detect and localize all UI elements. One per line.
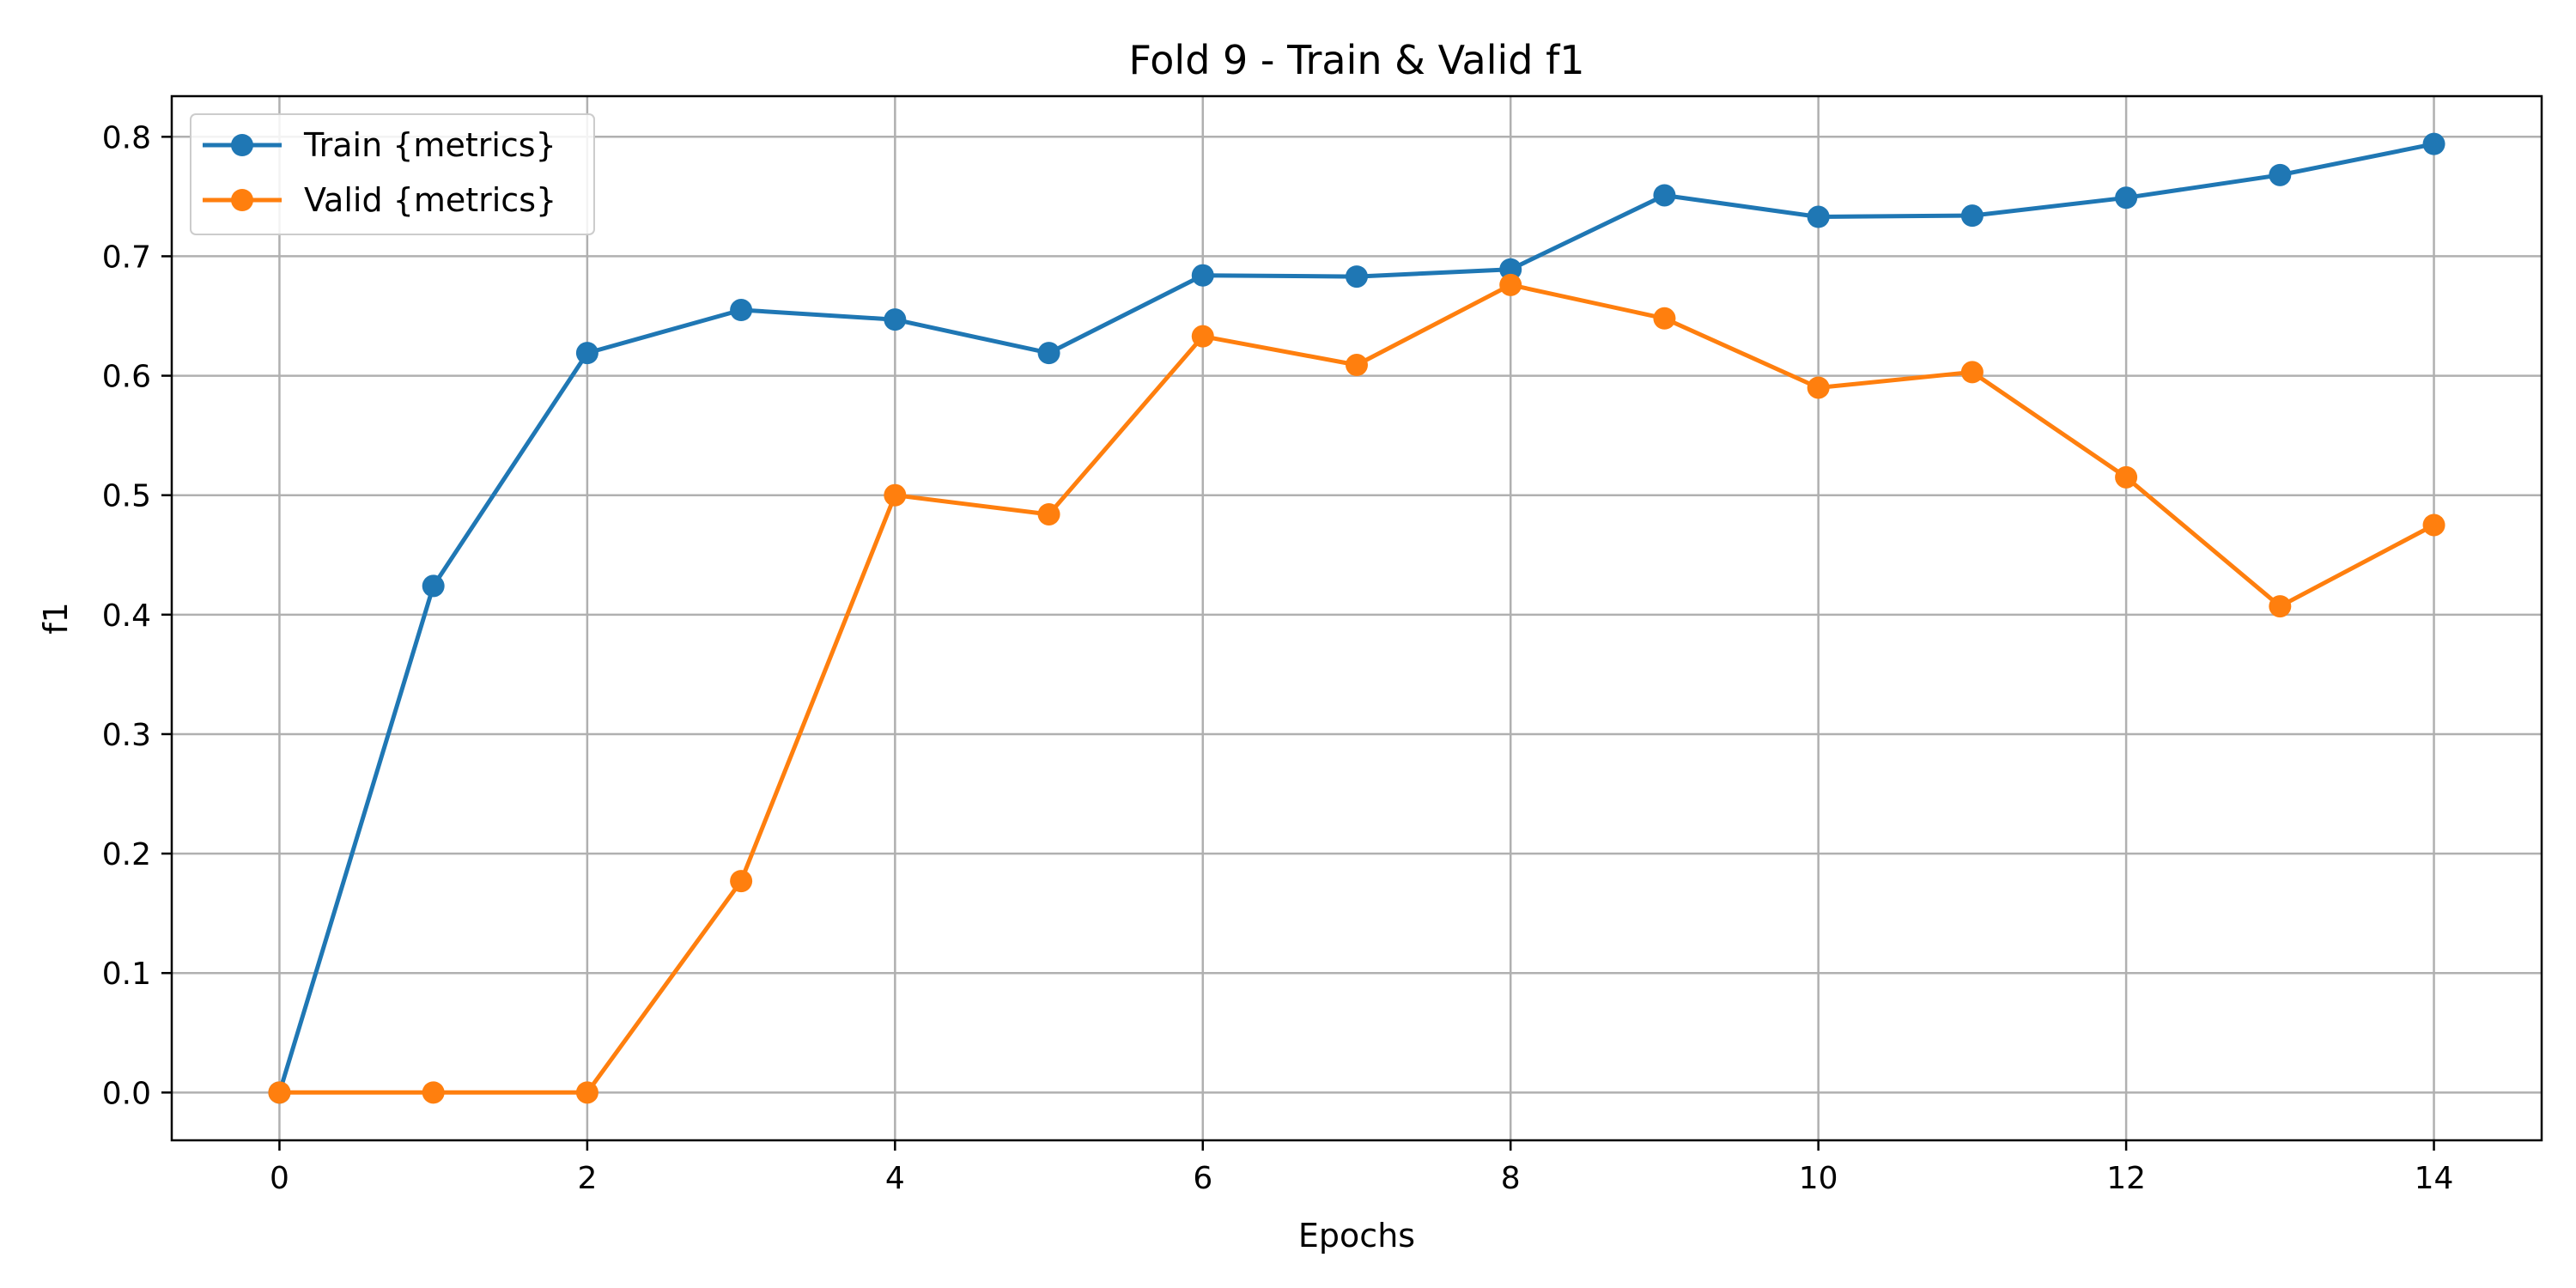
data-point <box>2269 595 2292 618</box>
data-point <box>1960 361 1984 384</box>
y-tick-label: 0.0 <box>102 1076 151 1111</box>
data-point <box>730 870 753 893</box>
data-point <box>575 342 598 365</box>
data-point <box>2115 186 2138 210</box>
legend-label-train: Train {metrics} <box>303 126 556 164</box>
plot-area-frame <box>170 94 2543 1142</box>
data-point <box>1499 258 1522 281</box>
axis-ticks: 0 2 4 6 8 10 12 14 0.0 0.1 0.2 0.3 0.4 0.5 0.6 0.7 0.8 <box>102 120 2454 1196</box>
data-point <box>2422 513 2445 537</box>
y-tick-label: 0.7 <box>102 240 151 275</box>
y-tick-label: 0.2 <box>102 837 151 872</box>
y-tick-label: 0.8 <box>102 120 151 155</box>
legend: Train {metrics} Valid {metrics} <box>190 113 595 235</box>
y-tick-label: 0.6 <box>102 360 151 395</box>
data-point <box>422 574 445 598</box>
x-tick-label: 12 <box>2106 1161 2146 1196</box>
series-1 <box>268 273 2445 1104</box>
series-layer <box>268 132 2445 1104</box>
legend-marker-train <box>231 134 253 156</box>
y-axis-label: f1 <box>37 602 75 635</box>
data-point <box>2422 132 2445 155</box>
data-point <box>1807 376 1830 399</box>
data-point <box>1037 342 1060 365</box>
data-point <box>1191 325 1214 348</box>
y-tick-label: 0.1 <box>102 957 151 992</box>
x-axis-label: Epochs <box>1298 1217 1415 1255</box>
chart-title: Fold 9 - Train & Valid f1 <box>1128 37 1584 83</box>
data-point <box>1960 204 1984 228</box>
data-point <box>1653 184 1676 207</box>
data-point <box>1807 205 1830 228</box>
y-tick-label: 0.3 <box>102 718 151 753</box>
x-tick-label: 10 <box>1799 1161 1838 1196</box>
data-point <box>1653 307 1676 330</box>
x-tick-label: 4 <box>885 1161 905 1196</box>
legend-box <box>190 113 595 235</box>
x-tick-label: 14 <box>2415 1161 2454 1196</box>
x-tick-label: 8 <box>1501 1161 1521 1196</box>
y-tick-label: 0.4 <box>102 598 151 634</box>
data-point <box>268 1081 291 1104</box>
legend-marker-valid <box>231 189 253 211</box>
data-point <box>730 299 753 322</box>
y-tick-label: 0.5 <box>102 479 151 514</box>
legend-label-valid: Valid {metrics} <box>304 181 556 219</box>
data-point <box>1346 354 1368 377</box>
x-tick-label: 6 <box>1193 1161 1212 1196</box>
x-tick-label: 0 <box>270 1161 289 1196</box>
data-point <box>422 1081 445 1104</box>
data-point <box>2269 163 2292 186</box>
data-point <box>1191 264 1214 287</box>
data-point <box>575 1081 598 1104</box>
data-point <box>1346 265 1368 289</box>
data-point <box>884 308 907 331</box>
data-point <box>1499 273 1522 296</box>
data-point <box>1037 502 1060 526</box>
series-0 <box>268 132 2445 1104</box>
x-tick-label: 2 <box>577 1161 597 1196</box>
data-point <box>2115 465 2138 489</box>
data-point <box>884 483 907 507</box>
